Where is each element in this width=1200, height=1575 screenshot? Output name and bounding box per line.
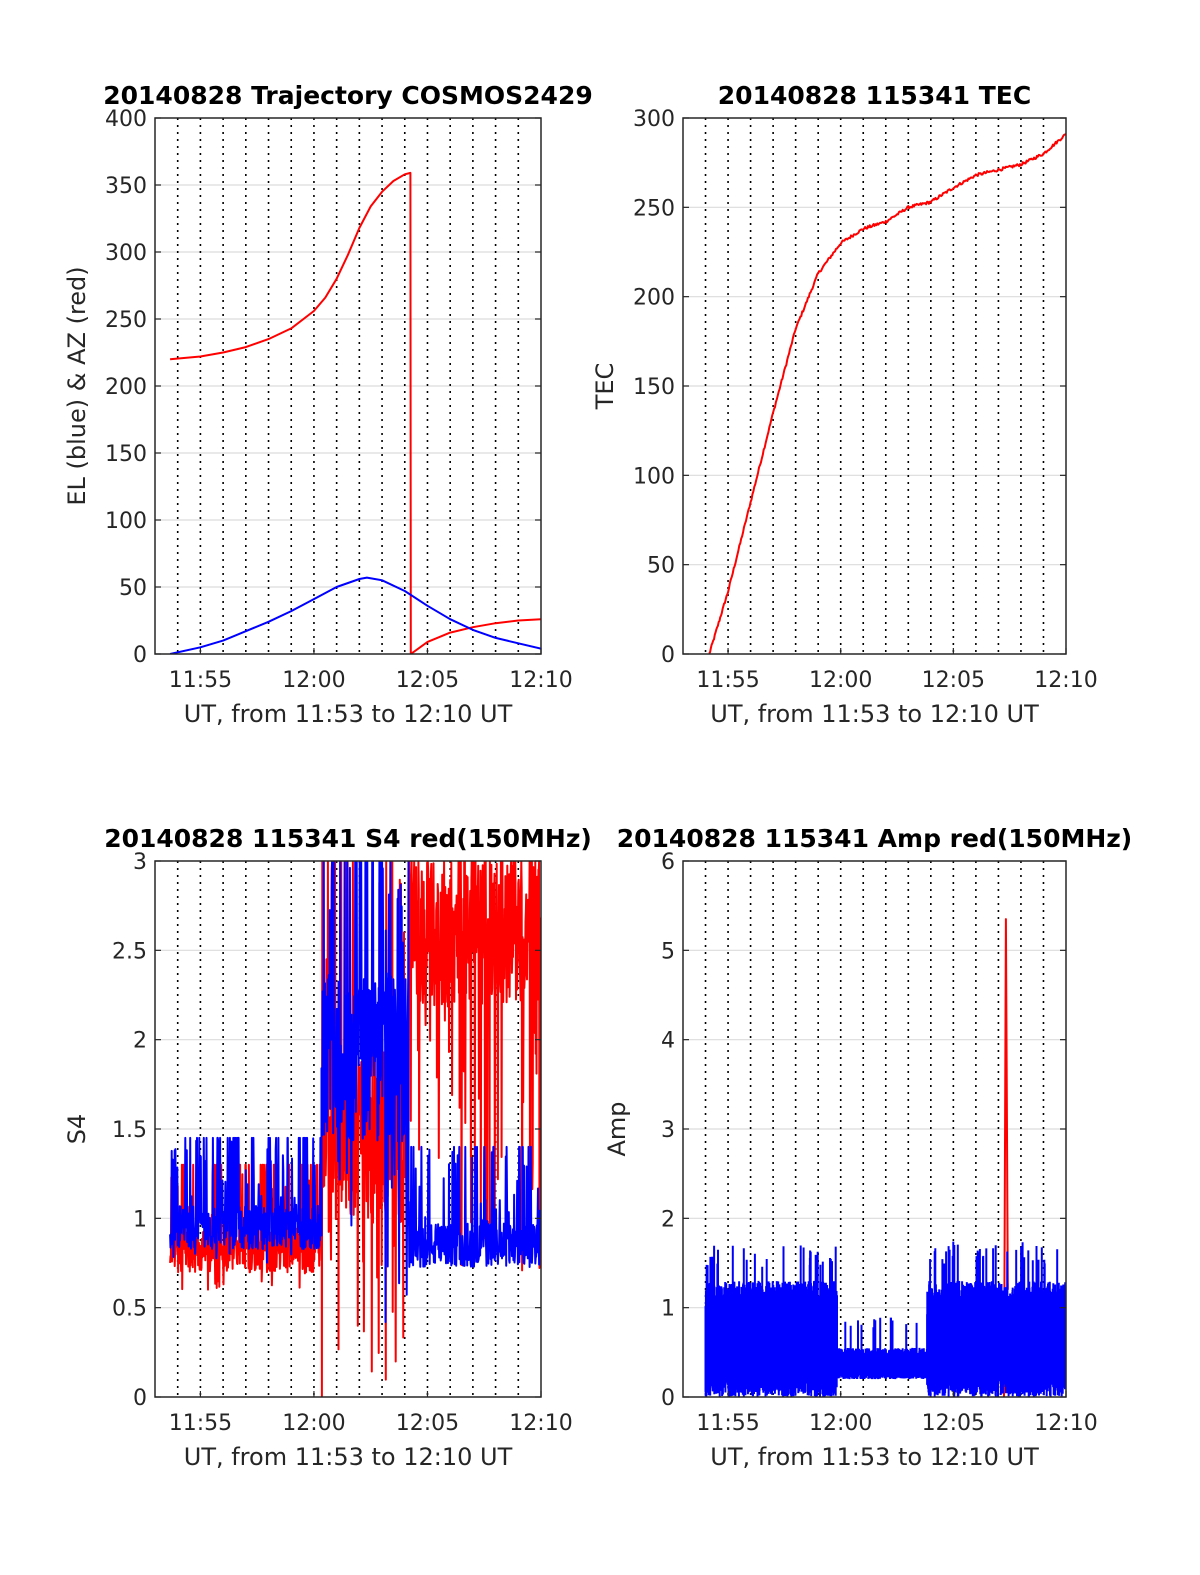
y-tick-label: 0 — [133, 643, 147, 668]
y-tick-label: 0 — [133, 1386, 147, 1411]
y-tick-label: 0 — [661, 1386, 675, 1411]
series-blue-line — [169, 861, 541, 1323]
chart-title: 20140828 Trajectory COSMOS2429 — [103, 81, 593, 110]
trajectory-panel: 0 50 100 150 200 250 300 350 400 11:55 12:00 12:05 1… — [63, 81, 593, 728]
y-tick-label: 300 — [105, 241, 147, 266]
x-tick-label: 11:55 — [696, 1411, 759, 1436]
y-tick-label: 1.5 — [112, 1118, 147, 1143]
x-tick-label: 11:55 — [696, 668, 759, 693]
y-tick-label: 2 — [661, 1207, 675, 1232]
x-axis-label: UT, from 11:53 to 12:10 UT — [710, 1443, 1039, 1471]
y-tick-label: 300 — [633, 107, 675, 132]
y-tick-label: 0 — [661, 643, 675, 668]
x-tick-label: 12:05 — [922, 1411, 985, 1436]
series-group — [169, 861, 541, 1397]
x-tick-label: 12:05 — [922, 668, 985, 693]
y-tick-label: 50 — [119, 576, 147, 601]
series-group — [169, 171, 541, 654]
x-tick-label: 12:10 — [509, 1411, 572, 1436]
y-tick-label: 250 — [633, 196, 675, 221]
y-tick-label: 2 — [133, 1029, 147, 1054]
y-axis-label: Amp — [603, 1101, 631, 1156]
x-tick-label: 12:10 — [509, 668, 572, 693]
y-tick-label: 50 — [647, 554, 675, 579]
x-tick-label: 12:00 — [282, 1411, 345, 1436]
x-tick-label: 12:05 — [396, 668, 459, 693]
y-tick-label: 1 — [133, 1207, 147, 1232]
series-red-line — [1003, 918, 1009, 1397]
y-tick-label: 150 — [633, 375, 675, 400]
y-tick-label: 6 — [661, 850, 675, 875]
series-group — [704, 918, 1066, 1397]
y-tick-label: 200 — [105, 375, 147, 400]
x-tick-label: 12:10 — [1034, 1411, 1097, 1436]
series-blue-line — [169, 576, 541, 654]
y-axis-label: TEC — [591, 363, 619, 411]
x-tick-label: 11:55 — [169, 1411, 232, 1436]
series-red-line — [170, 171, 541, 654]
x-axis-label: UT, from 11:53 to 12:10 UT — [710, 700, 1039, 728]
y-axis-label: S4 — [63, 1114, 91, 1145]
y-tick-label: 1 — [661, 1297, 675, 1322]
chart-title: 20140828 115341 S4 red(150MHz) — [104, 824, 592, 853]
amp-panel: 0 1 2 3 4 5 6 11:55 12:00 12:05 12:10 20140828 1153… — [603, 824, 1132, 1471]
chart-title: 20140828 115341 Amp red(150MHz) — [617, 824, 1133, 853]
y-tick-label: 0.5 — [112, 1297, 147, 1322]
x-tick-label: 12:00 — [809, 1411, 872, 1436]
chart-title: 20140828 115341 TEC — [718, 81, 1031, 110]
y-tick-label: 400 — [105, 107, 147, 132]
y-tick-label: 250 — [105, 308, 147, 333]
y-tick-label: 350 — [105, 174, 147, 199]
series-group — [708, 133, 1066, 654]
y-tick-label: 150 — [105, 442, 147, 467]
x-tick-label: 12:05 — [396, 1411, 459, 1436]
y-tick-label: 4 — [661, 1029, 675, 1054]
y-tick-label: 5 — [661, 939, 675, 964]
series-blue-band — [704, 1241, 1066, 1397]
y-tick-label: 200 — [633, 286, 675, 311]
y-axis-label: EL (blue) & AZ (red) — [63, 266, 91, 505]
y-tick-label: 100 — [633, 464, 675, 489]
series-red-line — [708, 133, 1066, 654]
x-axis-label: UT, from 11:53 to 12:10 UT — [184, 1443, 513, 1471]
x-axis-label: UT, from 11:53 to 12:10 UT — [184, 700, 513, 728]
s4-panel: 0 0.5 1 1.5 2 2.5 3 11:55 12:00 12:05 12:10 2014082… — [63, 824, 592, 1471]
y-tick-label: 100 — [105, 509, 147, 534]
x-tick-label: 12:00 — [282, 668, 345, 693]
y-tick-label: 3 — [661, 1118, 675, 1143]
x-tick-label: 11:55 — [169, 668, 232, 693]
x-tick-label: 12:10 — [1034, 668, 1097, 693]
tec-panel: 0 50 100 150 200 250 300 11:55 12:00 12:05 12:10 20… — [591, 81, 1098, 728]
x-tick-label: 12:00 — [809, 668, 872, 693]
y-tick-label: 3 — [133, 850, 147, 875]
y-tick-label: 2.5 — [112, 939, 147, 964]
